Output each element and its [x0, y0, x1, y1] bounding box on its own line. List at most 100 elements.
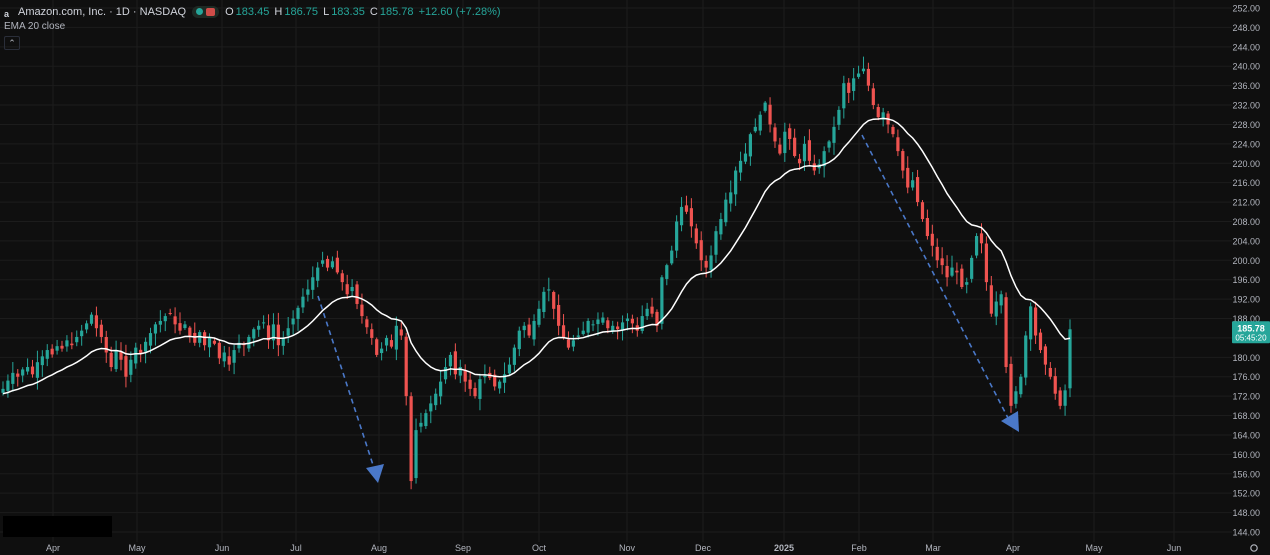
candle-body[interactable] [350, 286, 354, 292]
candle-body[interactable] [330, 261, 335, 268]
candle-body[interactable] [301, 296, 305, 308]
candle-body[interactable] [537, 308, 541, 325]
candle-body[interactable] [1053, 376, 1057, 394]
candle-body[interactable] [960, 268, 964, 287]
candle-body[interactable] [11, 372, 15, 384]
candle-body[interactable] [163, 316, 167, 322]
candle-body[interactable] [188, 327, 192, 336]
candle-body[interactable] [965, 282, 969, 285]
candle-body[interactable] [1024, 335, 1028, 378]
candle-body[interactable] [640, 316, 644, 331]
candle-body[interactable] [375, 339, 379, 355]
candle-body[interactable] [1048, 367, 1052, 377]
candle-body[interactable] [768, 104, 772, 125]
ema-line[interactable] [2, 117, 1071, 395]
candle-body[interactable] [861, 68, 866, 72]
candle-body[interactable] [561, 325, 566, 338]
candle-body[interactable] [704, 260, 708, 268]
candle-body[interactable] [979, 233, 984, 244]
candle-body[interactable] [1043, 346, 1048, 365]
candle-body[interactable] [94, 315, 99, 329]
symbol-title[interactable]: Amazon.com, Inc. · 1D · NASDAQ [18, 5, 187, 18]
candle-body[interactable] [370, 329, 374, 338]
candle-body[interactable] [193, 332, 197, 343]
candle-body[interactable] [753, 126, 757, 132]
candle-body[interactable] [606, 320, 610, 329]
arrow-head-1-icon[interactable] [366, 464, 384, 483]
candle-body[interactable] [620, 322, 625, 330]
candle-body[interactable] [291, 318, 295, 325]
candle-body[interactable] [1009, 363, 1013, 406]
candle-body[interactable] [439, 381, 443, 397]
candle-body[interactable] [591, 324, 595, 326]
candle-body[interactable] [143, 341, 148, 352]
candle-body[interactable] [788, 128, 792, 139]
candle-body[interactable] [404, 336, 408, 397]
candle-body[interactable] [1063, 390, 1067, 406]
candle-body[interactable] [16, 373, 20, 377]
candle-body[interactable] [778, 144, 782, 154]
candle-body[interactable] [321, 260, 325, 264]
indicator-row[interactable]: EMA 20 close [4, 19, 503, 34]
candle-body[interactable] [419, 422, 423, 427]
candle-body[interactable] [911, 180, 915, 188]
candle-body[interactable] [40, 356, 44, 366]
candle-body[interactable] [389, 340, 394, 347]
candle-body[interactable] [429, 403, 433, 412]
candle-body[interactable] [286, 328, 290, 336]
candle-body[interactable] [724, 199, 728, 223]
candle-body[interactable] [660, 277, 664, 324]
candle-body[interactable] [532, 320, 536, 340]
candle-body[interactable] [876, 107, 880, 118]
candle-body[interactable] [896, 137, 900, 152]
candle-body[interactable] [645, 308, 649, 317]
candle-body[interactable] [773, 127, 777, 142]
candle-body[interactable] [478, 379, 482, 399]
candle-body[interactable] [468, 379, 472, 389]
candle-body[interactable] [217, 342, 221, 359]
candle-body[interactable] [783, 131, 787, 154]
candle-body[interactable] [547, 289, 551, 291]
candle-body[interactable] [945, 265, 949, 278]
candle-body[interactable] [158, 320, 162, 325]
candle-body[interactable] [611, 325, 615, 332]
candle-body[interactable] [502, 374, 507, 383]
candle-body[interactable] [212, 340, 217, 344]
candle-body[interactable] [827, 141, 831, 148]
candle-body[interactable] [596, 319, 600, 325]
candle-body[interactable] [70, 343, 74, 346]
candle-body[interactable] [832, 126, 836, 143]
candle-body[interactable] [517, 330, 521, 350]
candle-body[interactable] [738, 160, 743, 173]
candle-body[interactable] [80, 330, 84, 337]
candle-body[interactable] [822, 151, 826, 167]
candle-body[interactable] [601, 317, 605, 323]
candle-body[interactable] [906, 167, 910, 188]
candle-body[interactable] [311, 277, 315, 290]
candle-body[interactable] [974, 236, 979, 256]
candle-body[interactable] [891, 126, 895, 135]
candle-body[interactable] [178, 323, 182, 331]
candle-body[interactable] [262, 322, 266, 324]
candle-body[interactable] [1068, 329, 1072, 389]
candle-body[interactable] [1, 388, 5, 393]
candle-body[interactable] [920, 202, 925, 220]
candle-body[interactable] [124, 356, 128, 377]
candle-body[interactable] [625, 318, 630, 322]
candle-body[interactable] [306, 289, 310, 295]
candle-body[interactable] [734, 170, 738, 195]
candle-body[interactable] [183, 324, 187, 329]
candle-body[interactable] [586, 320, 590, 333]
candle-body[interactable] [994, 301, 998, 317]
candle-body[interactable] [134, 347, 138, 364]
candle-body[interactable] [227, 356, 231, 365]
candle-body[interactable] [414, 430, 418, 479]
candle-body[interactable] [207, 337, 212, 348]
candle-body[interactable] [50, 348, 54, 355]
candle-body[interactable] [699, 240, 703, 261]
candle-body[interactable] [75, 336, 79, 343]
arrow-head-2-icon[interactable] [1001, 411, 1019, 432]
candle-body[interactable] [380, 348, 384, 354]
candle-body[interactable] [35, 362, 40, 378]
